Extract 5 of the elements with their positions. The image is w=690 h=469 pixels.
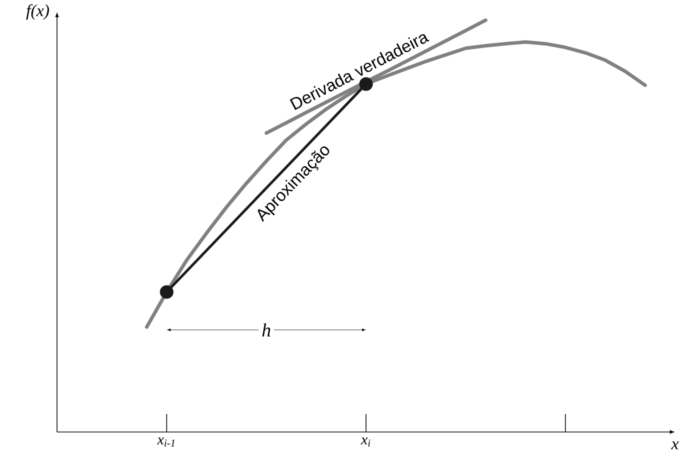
x-tick-label: x$_{i-1}$ — [157, 438, 174, 447]
x-axis-title: x — [671, 442, 679, 450]
x-tick-label: x$_{i}$ — [360, 438, 370, 447]
y-axis-title: f(x) — [26, 4, 50, 20]
annotation: h — [262, 323, 270, 336]
